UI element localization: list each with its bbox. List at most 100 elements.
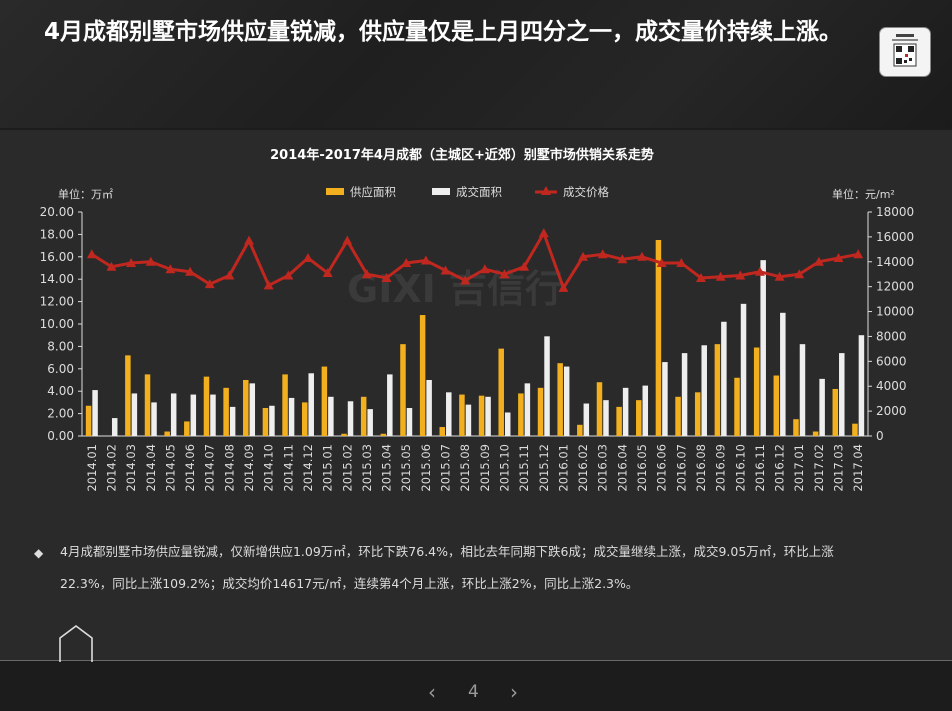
supply-bar: [557, 363, 563, 436]
supply-bar: [380, 433, 387, 436]
x-tick-label: 2014.08: [222, 444, 236, 492]
supply-bar: [125, 355, 131, 436]
right-tick-label: 14000: [876, 255, 914, 269]
supply-bar: [596, 382, 603, 436]
price-point: [538, 228, 549, 238]
x-tick-label: 2017.03: [832, 444, 846, 492]
bullet-diamond-icon: ◆: [34, 546, 44, 560]
prev-page-icon[interactable]: ‹: [428, 680, 436, 704]
left-tick-label: 16.00: [40, 250, 74, 264]
footer-band: [0, 660, 952, 711]
deal-bar: [603, 400, 609, 436]
price-point: [676, 258, 687, 268]
price-point: [715, 271, 726, 281]
deal-bar: [288, 397, 295, 436]
price-point: [519, 261, 530, 271]
x-tick-label: 2015.09: [478, 444, 492, 492]
price-point: [813, 256, 824, 266]
left-tick-label: 12.00: [40, 295, 74, 309]
price-point: [165, 264, 176, 274]
x-tick-label: 2015.03: [360, 444, 374, 492]
deal-bar: [190, 394, 197, 436]
right-tick-label: 6000: [876, 354, 907, 368]
supply-bar: [321, 366, 328, 436]
supply-bar: [301, 402, 308, 436]
right-tick-label: 12000: [876, 280, 914, 294]
supply-bar: [164, 431, 170, 436]
price-point: [656, 258, 667, 268]
price-point: [440, 265, 451, 275]
left-tick-label: 2.00: [47, 407, 74, 421]
next-page-icon[interactable]: ›: [510, 680, 518, 704]
legend: 供应面积 成交面积 成交价格: [326, 185, 609, 199]
deal-bar: [839, 353, 845, 436]
x-tick-label: 2015.12: [537, 444, 551, 492]
price-point: [322, 267, 333, 277]
watermark: GIXI 吉信行: [347, 267, 563, 311]
supply-bar: [694, 392, 701, 436]
supply-bar: [498, 348, 504, 436]
price-point: [145, 256, 156, 266]
right-tick-label: 18000: [876, 205, 914, 219]
x-tick-label: 2016.01: [556, 444, 570, 492]
deal-bar: [721, 321, 727, 436]
supply-bar: [341, 433, 347, 436]
legend-label: 成交价格: [563, 185, 609, 199]
price-point: [578, 251, 589, 261]
deal-bar: [269, 405, 275, 436]
deal-bar: [544, 336, 550, 436]
x-tick-label: 2017.02: [812, 444, 826, 492]
x-tick-label: 2014.04: [144, 444, 158, 492]
right-tick-label: 4000: [876, 379, 907, 393]
deal-bar: [347, 401, 354, 436]
x-tick-label: 2015.07: [439, 444, 453, 492]
right-tick-label: 10000: [876, 305, 914, 319]
supply-bar: [852, 423, 858, 436]
supply-bar: [400, 344, 406, 436]
supply-bar: [223, 387, 229, 436]
deal-bar: [131, 393, 138, 436]
deal-bar: [367, 409, 373, 436]
supply-bar: [518, 393, 524, 436]
deal-bar: [524, 383, 531, 436]
legend-swatch: [326, 188, 344, 195]
x-tick-label: 2017.01: [792, 444, 806, 492]
bars: [85, 240, 865, 436]
x-tick-label: 2015.02: [340, 444, 354, 492]
deal-bar: [111, 418, 118, 436]
deal-bar: [819, 378, 825, 436]
price-point: [794, 269, 805, 279]
legend-swatch: [432, 188, 450, 195]
price-point: [479, 264, 490, 274]
price-point: [735, 270, 746, 280]
supply-bar: [282, 374, 288, 436]
x-tick-label: 2016.07: [674, 444, 688, 492]
x-tick-label: 2014.11: [281, 444, 295, 492]
left-tick-label: 8.00: [47, 339, 74, 353]
right-axis-unit: 单位：元/m²: [832, 187, 895, 201]
right-tick-label: 8000: [876, 329, 907, 343]
deal-bar: [426, 380, 432, 436]
x-tick-label: 2014.05: [163, 444, 177, 492]
deal-bar: [780, 312, 786, 436]
left-tick-label: 14.00: [40, 272, 74, 286]
supply-bar: [478, 395, 485, 436]
price-point: [244, 235, 255, 245]
x-axis-labels: 2014.01 2014.02 2014.03 2014.04 2014.05 2014.…: [85, 444, 865, 492]
price-line-path: [91, 231, 859, 290]
supply-bar: [85, 405, 92, 436]
left-tick-label: 0.00: [47, 429, 74, 443]
supply-bar: [262, 408, 269, 436]
price-point: [263, 280, 274, 290]
price-point: [126, 258, 137, 268]
x-tick-label: 2014.09: [242, 444, 256, 492]
qr-code-icon: [880, 28, 930, 76]
price-point: [283, 270, 294, 280]
supply-bar: [360, 396, 367, 436]
price-point: [774, 271, 785, 281]
home-icon[interactable]: [58, 624, 94, 664]
deal-bar: [249, 383, 256, 436]
price-point: [420, 255, 431, 265]
supply-bar: [537, 387, 544, 436]
chart: 2014年-2017年4月成都（主城区+近郊）别墅市场供销关系走势 单位：万㎡ …: [40, 147, 915, 492]
